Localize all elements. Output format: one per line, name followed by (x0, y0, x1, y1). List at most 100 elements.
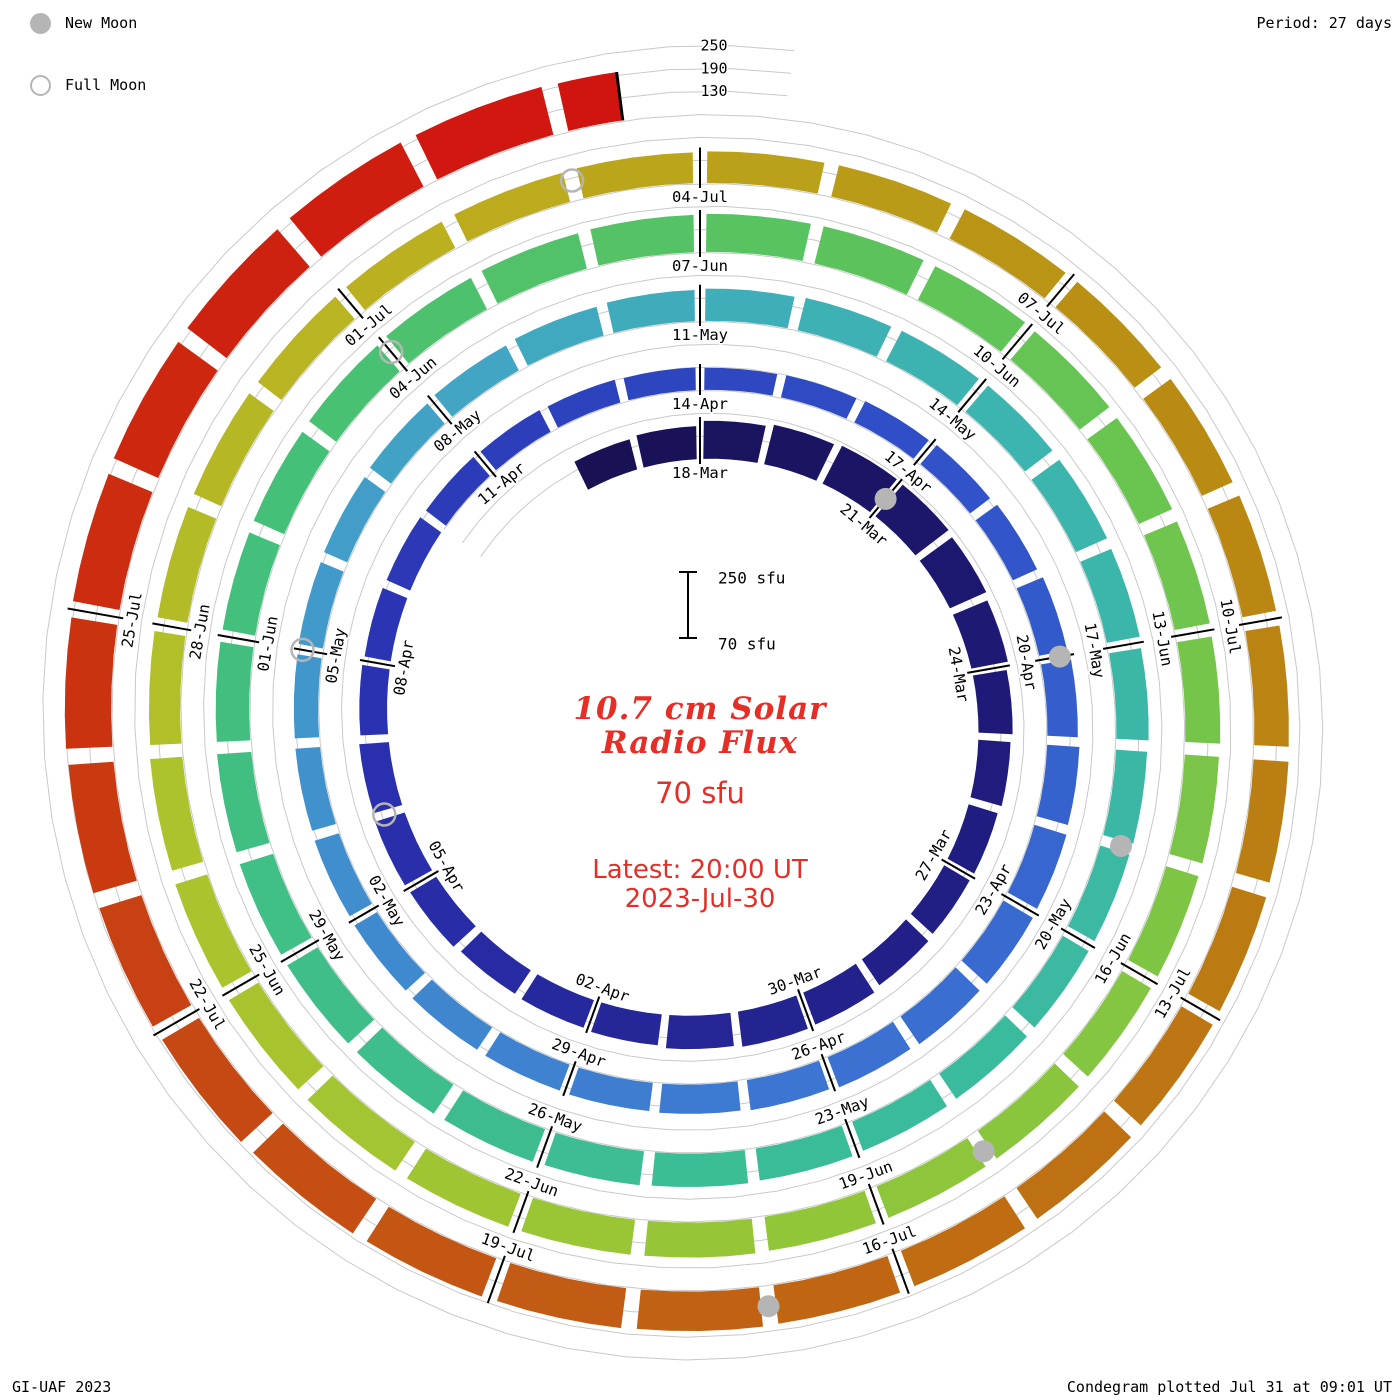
flux-day-segment (253, 1123, 377, 1234)
flux-day-segment (1177, 636, 1221, 744)
new-moon-marker (874, 487, 897, 510)
flux-day-segment (359, 664, 390, 736)
flux-day-segment (764, 1190, 876, 1251)
flux-day-segment (636, 1287, 763, 1331)
flux-day-segment (406, 1148, 521, 1227)
flux-day-segment (852, 1079, 947, 1151)
date-tick (512, 1190, 530, 1234)
date-tick (797, 989, 815, 1032)
flux-day-segment (544, 1132, 644, 1186)
date-tick (1180, 996, 1221, 1022)
flux-day-segment (569, 1067, 653, 1112)
flux-day-segment (354, 912, 425, 991)
flux-day-segment (547, 379, 621, 428)
flux-day-segment (900, 1196, 1025, 1287)
date-tick (221, 973, 260, 997)
flux-day-segment (1016, 577, 1068, 656)
flux-day-segment (375, 812, 433, 886)
date-label: 07-Jul (1014, 289, 1068, 339)
flux-day-segment (651, 1150, 749, 1187)
flux-day-segment (415, 86, 554, 180)
date-label: 14-Apr (672, 395, 728, 413)
date-tick (473, 450, 497, 478)
flux-day-segment (1235, 759, 1289, 883)
flux-day-segment (705, 288, 795, 329)
flux-day-segment (1041, 659, 1078, 738)
date-tick (359, 659, 396, 668)
radial-scale-label: 190 (700, 59, 727, 77)
plotted-label: Condegram plotted Jul 31 at 09:01 UT (1066, 1378, 1392, 1396)
flux-day-segment (746, 1060, 830, 1111)
flux-day-segment (703, 420, 766, 463)
flux-day-segment (521, 974, 594, 1028)
flux-day-segment (1103, 749, 1148, 844)
flux-day-segment (72, 473, 153, 610)
flux-day-segment (1055, 281, 1162, 388)
flux-day-segment (324, 477, 386, 563)
full-moon-marker (290, 637, 315, 663)
flux-day-segment (454, 172, 571, 242)
flux-day-segment (1245, 625, 1289, 747)
radial-scale-label: 250 (700, 37, 727, 55)
flux-day-segment (386, 517, 442, 591)
flux-day-segment (346, 221, 456, 311)
flux-day-segment (574, 439, 638, 490)
full-moon-marker (372, 802, 397, 827)
flux-day-segment (149, 631, 186, 745)
flux-day-segment (257, 296, 355, 400)
date-tick (1001, 323, 1034, 361)
flux-day-segment (215, 641, 254, 742)
flux-day-segment (737, 995, 808, 1047)
flux-gridline (42, 45, 1324, 1361)
flux-day-segment (947, 804, 998, 874)
flux-day-segment (965, 385, 1053, 472)
moon-legend: New Moon Full Moon (30, 12, 146, 136)
date-tick (280, 939, 320, 963)
flux-day-segment (1080, 548, 1140, 643)
flux-day-segment (900, 967, 980, 1045)
latest-end-cap (615, 71, 625, 121)
flux-day-segment (704, 367, 778, 396)
flux-day-segment (99, 895, 192, 1027)
flux-day-segment (157, 506, 217, 623)
flux-day-segment (1007, 824, 1067, 909)
flux-day-segment (1109, 648, 1149, 741)
flux-day-segment (287, 947, 375, 1044)
flux-day-segment (175, 874, 252, 988)
flux-day-segment (557, 72, 623, 131)
date-label: 14-May (925, 394, 979, 444)
flux-day-segment (952, 600, 1008, 669)
flux-day-segment (309, 345, 400, 442)
flux-day-segment (222, 532, 280, 636)
date-tick (585, 996, 601, 1034)
flux-day-segment (831, 165, 952, 233)
date-tick (562, 1061, 577, 1097)
flux-day-segment (1031, 459, 1108, 553)
date-tick (891, 1248, 910, 1294)
date-tick (967, 664, 1010, 674)
flux-day-segment (1207, 495, 1277, 618)
flux-day-segment (659, 1081, 741, 1114)
flux-day-segment (977, 1063, 1079, 1159)
flux-day-segment (425, 456, 490, 526)
flux-day-segment (253, 431, 330, 535)
flux-day-segment (521, 1197, 636, 1255)
flux-day-segment (876, 1138, 986, 1218)
flux-day-segment (949, 209, 1066, 299)
date-tick (67, 607, 124, 620)
flux-day-segment (366, 1206, 497, 1297)
date-tick (348, 904, 380, 924)
scale-bar-bottom-label: 70 sfu (718, 635, 776, 654)
flux-day-segment (814, 226, 924, 295)
flux-day-segment (1036, 744, 1080, 825)
date-tick (217, 634, 260, 644)
flux-day-segment (606, 290, 695, 333)
flux-day-segment (917, 266, 1025, 352)
flux-day-segment (1169, 754, 1219, 864)
new-moon-marker (1110, 835, 1132, 857)
flux-day-segment (1010, 331, 1110, 430)
flux-day-segment (193, 393, 274, 507)
flux-day-segment (1063, 971, 1151, 1077)
date-tick (293, 647, 328, 656)
